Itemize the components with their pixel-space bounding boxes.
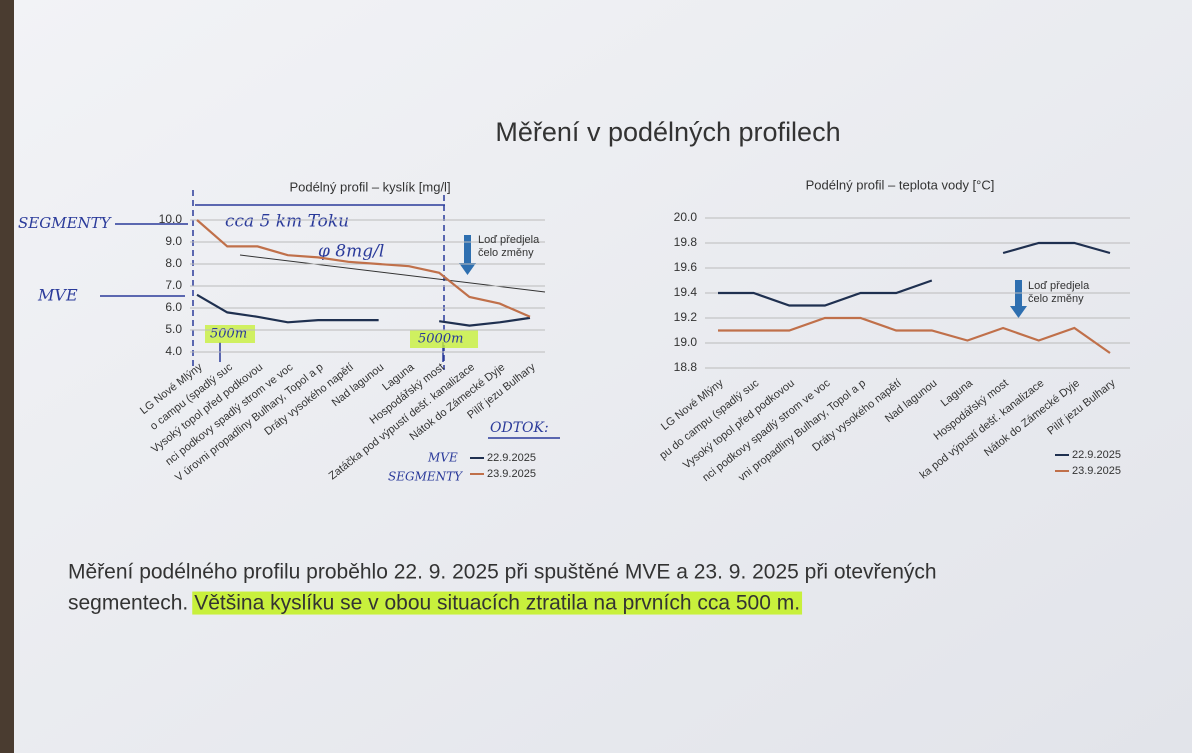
handwriting: SEGMENTY bbox=[18, 214, 113, 232]
y-tick-label: 18.8 bbox=[674, 360, 698, 374]
annotation: čelo změny bbox=[1028, 293, 1084, 305]
legend-label: 22.9.2025 bbox=[1072, 449, 1121, 461]
y-tick-label: 7.0 bbox=[165, 278, 182, 292]
edge bbox=[0, 0, 14, 753]
handwriting: SEGMENTY bbox=[388, 470, 463, 484]
annotation: Loď předjela bbox=[1028, 280, 1090, 292]
y-tick-label: 19.0 bbox=[674, 335, 698, 349]
handwriting: cca 5 km Toku bbox=[225, 212, 349, 232]
handwriting: MVE bbox=[37, 286, 78, 305]
paragraph: segmentech. bbox=[68, 592, 188, 615]
y-tick-label: 19.8 bbox=[674, 235, 698, 249]
y-tick-label: 19.6 bbox=[674, 260, 698, 274]
handwriting: MVE bbox=[427, 451, 458, 465]
page: Měření v podélných profilech Měření podé… bbox=[0, 0, 1192, 753]
y-tick-label: 5.0 bbox=[165, 322, 182, 336]
y-tick-label: 10.0 bbox=[159, 212, 183, 226]
y-tick-label: 20.0 bbox=[674, 210, 698, 224]
y-tick-label: 19.4 bbox=[674, 285, 698, 299]
photo: Měření v podélných profilech Měření podé… bbox=[0, 0, 1192, 753]
y-tick-label: 4.0 bbox=[165, 344, 182, 358]
y-tick-label: 6.0 bbox=[165, 300, 182, 314]
chart-title: Podélný profil – teplota vody [°C] bbox=[806, 177, 995, 192]
legend-label: 22.9.2025 bbox=[487, 452, 536, 464]
legend-label: 23.9.2025 bbox=[1072, 465, 1121, 477]
paragraph: Měření podélného profilu proběhlo 22. 9.… bbox=[68, 561, 937, 584]
highlight-text: Většina kyslíku se v obou situacích ztra… bbox=[194, 592, 800, 615]
annotation: čelo změny bbox=[478, 247, 534, 259]
page-title: Měření v podélných profilech bbox=[495, 117, 840, 147]
handwriting: 500m bbox=[210, 327, 247, 342]
handwriting: ODTOK: bbox=[490, 420, 549, 436]
y-tick-label: 8.0 bbox=[165, 256, 182, 270]
handwriting: 5000m bbox=[418, 332, 463, 347]
annotation: Loď předjela bbox=[478, 234, 540, 246]
chart-title: Podélný profil – kyslík [mg/l] bbox=[289, 179, 450, 194]
legend-label: 23.9.2025 bbox=[487, 468, 536, 480]
y-tick-label: 19.2 bbox=[674, 310, 698, 324]
y-tick-label: 9.0 bbox=[165, 234, 182, 248]
